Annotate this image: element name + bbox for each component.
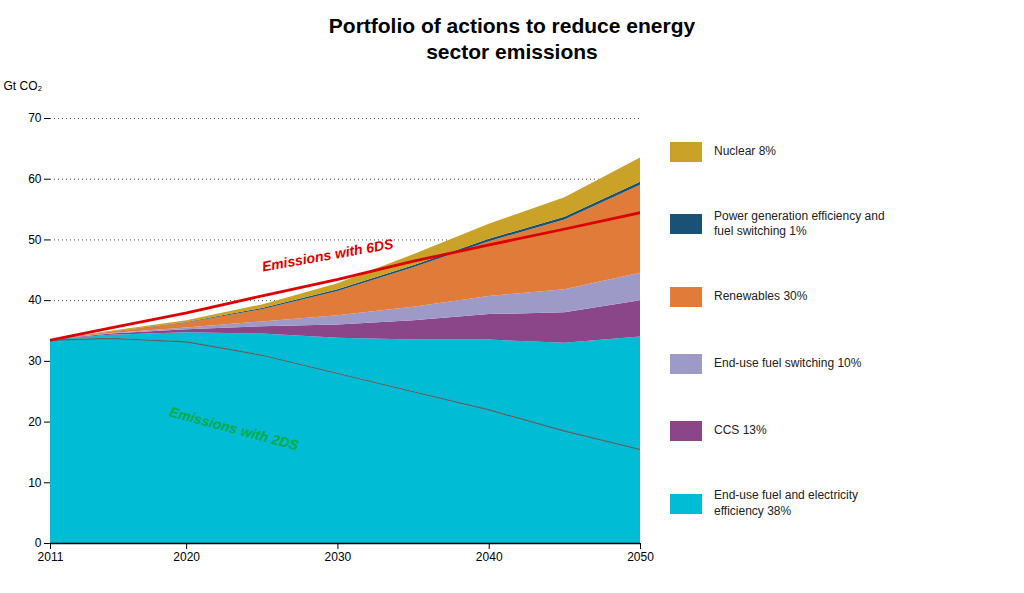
svg-text:40: 40 <box>28 293 42 307</box>
svg-text:2050: 2050 <box>627 550 654 564</box>
html-text:Nuclear 8%: Nuclear 8% <box>714 143 776 158</box>
html-text:End-use fuel and electricity e: End-use fuel and electricity efficiency … <box>714 488 859 518</box>
html-text:Portfolio of actions to reduce: Portfolio of actions to reduce energy se… <box>328 13 696 63</box>
svg-text:Emissions with 2DS: Emissions with 2DS <box>168 403 301 453</box>
svg-text:50: 50 <box>28 233 42 247</box>
svg-text:10: 10 <box>28 476 42 490</box>
html-text:Power generation efficiency an: Power generation efficiency and fuel swi… <box>714 208 885 239</box>
html-text:CCS 13%: CCS 13% <box>714 423 767 438</box>
svg-text:2011: 2011 <box>38 550 64 564</box>
svg-text:70: 70 <box>28 111 42 125</box>
svg-text:20: 20 <box>28 415 42 429</box>
svg-text:2030: 2030 <box>325 550 352 564</box>
html-text:End-use fuel switching 10%: End-use fuel switching 10% <box>714 356 862 371</box>
svg-text:60: 60 <box>28 172 42 186</box>
svg-text:Emissions with 6DS: Emissions with 6DS <box>261 235 395 274</box>
svg-text:30: 30 <box>28 354 42 368</box>
svg-text:0: 0 <box>35 536 42 550</box>
html-text:Renewables 30%: Renewables 30% <box>714 289 808 304</box>
svg-text:2040: 2040 <box>476 550 503 564</box>
svg-text:Gt CO₂: Gt CO₂ <box>4 79 43 93</box>
svg-text:2020: 2020 <box>173 550 200 564</box>
